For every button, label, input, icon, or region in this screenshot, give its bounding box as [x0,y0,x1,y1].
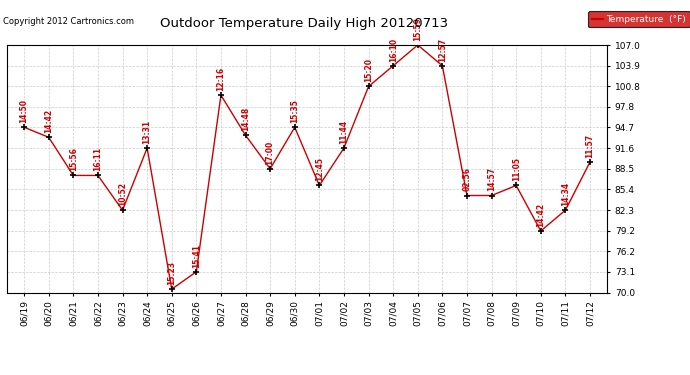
Text: 14:57: 14:57 [487,167,496,191]
Text: 10:52: 10:52 [118,182,127,206]
Text: 02:56: 02:56 [462,167,471,191]
Text: 12:45: 12:45 [315,157,324,181]
Text: 11:05: 11:05 [512,157,521,181]
Text: 15:23: 15:23 [167,261,176,285]
Text: 17:00: 17:00 [266,140,275,165]
Text: 11:44: 11:44 [339,120,348,144]
Text: 11:57: 11:57 [586,134,595,158]
Text: 14:50: 14:50 [19,99,28,123]
Text: 14:48: 14:48 [241,107,250,131]
Text: 16:10: 16:10 [388,38,397,62]
Text: 14:42: 14:42 [536,202,545,227]
Text: 12:57: 12:57 [438,38,447,62]
Text: 12:16: 12:16 [217,67,226,91]
Text: 15:35: 15:35 [290,99,299,123]
Text: Outdoor Temperature Daily High 20120713: Outdoor Temperature Daily High 20120713 [159,17,448,30]
Text: 16:11: 16:11 [93,147,102,171]
Text: 15:56: 15:56 [69,147,78,171]
Text: 15:59: 15:59 [413,17,422,41]
Text: 15:20: 15:20 [364,58,373,82]
Legend: Temperature  (°F): Temperature (°F) [589,11,690,27]
Text: 14:42: 14:42 [44,109,53,133]
Text: 15:41: 15:41 [192,244,201,268]
Text: 13:31: 13:31 [143,120,152,144]
Text: 14:34: 14:34 [561,182,570,206]
Text: Copyright 2012 Cartronics.com: Copyright 2012 Cartronics.com [3,17,135,26]
